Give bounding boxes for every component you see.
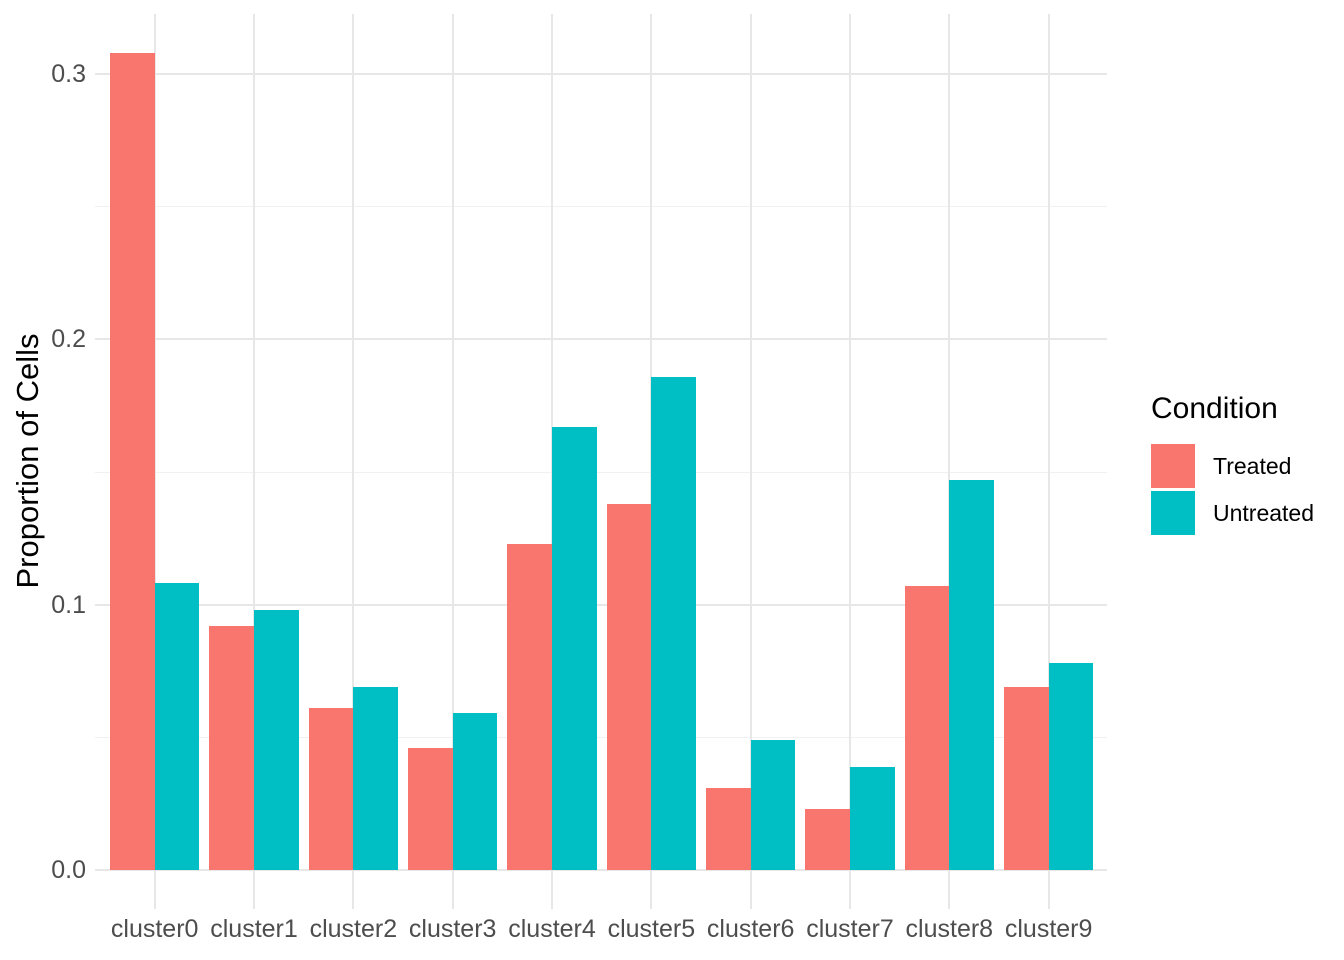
bar-treated-cluster3 [407,747,453,870]
bar-treated-cluster7 [805,808,850,870]
bar-untreated-cluster5 [651,376,697,870]
bar-treated-cluster6 [705,787,751,870]
legend: Condition Treated Untreated [1151,392,1314,538]
bar-untreated-cluster1 [254,610,299,870]
xtick-label-cluster3: cluster3 [408,915,497,943]
bar-untreated-cluster8 [949,480,995,870]
ytick-label-0.2: 0.2 [51,325,86,354]
bar-untreated-cluster4 [552,426,597,870]
v-gridline [849,14,851,909]
bar-untreated-cluster0 [154,583,200,870]
bar-treated-cluster0 [110,52,155,870]
bar-untreated-cluster3 [452,713,498,870]
xtick-label-cluster8: cluster8 [905,915,994,943]
legend-swatch-untreated [1151,491,1195,535]
bar-treated-cluster4 [507,543,552,870]
legend-label-untreated: Untreated [1213,499,1315,526]
y-axis-title: Proportion of Cells [10,333,45,589]
xtick-label-cluster7: cluster7 [806,915,894,943]
legend-title: Condition [1151,392,1278,425]
legend-swatch-treated [1151,444,1195,488]
v-gridline [253,14,256,909]
bar-untreated-cluster9 [1048,663,1094,870]
v-gridline [352,14,355,909]
xtick-label-cluster2: cluster2 [309,915,398,943]
h-gridline-major [95,869,1107,871]
legend-entries: Treated Untreated [1151,444,1314,535]
bar-untreated-cluster6 [750,740,796,870]
legend-label-treated: Treated [1213,452,1292,479]
v-gridline [948,14,951,909]
h-gridline-major [95,73,1107,76]
bar-treated-cluster9 [1003,686,1049,870]
legend-entry-treated: Treated [1151,444,1314,488]
v-gridline [451,14,454,909]
v-gridline [153,14,156,909]
xtick-label-cluster4: cluster4 [508,915,596,943]
xtick-label-cluster1: cluster1 [210,915,298,943]
bar-treated-cluster2 [308,708,354,870]
h-gridline-major [95,338,1107,341]
ytick-label-0.0: 0.0 [51,856,86,884]
xtick-label-cluster5: cluster5 [607,915,696,943]
h-gridline-minor [95,736,1107,738]
xtick-label-cluster6: cluster6 [706,915,795,943]
h-gridline-minor [95,471,1107,473]
h-gridline-minor [95,206,1107,208]
ytick-label-0.1: 0.1 [51,590,86,619]
bar-treated-cluster8 [904,586,950,870]
h-gridline-major [95,603,1107,606]
legend-entry-untreated: Untreated [1151,491,1314,535]
v-gridline [749,14,752,909]
bar-untreated-cluster2 [353,686,399,870]
bar-untreated-cluster7 [850,766,895,870]
bar-treated-cluster5 [606,503,652,870]
xtick-label-cluster9: cluster9 [1004,915,1093,943]
v-gridline [1047,14,1050,909]
bar-treated-cluster1 [209,625,255,870]
ytick-label-0.3: 0.3 [51,60,86,89]
xtick-label-cluster0: cluster0 [110,915,199,943]
